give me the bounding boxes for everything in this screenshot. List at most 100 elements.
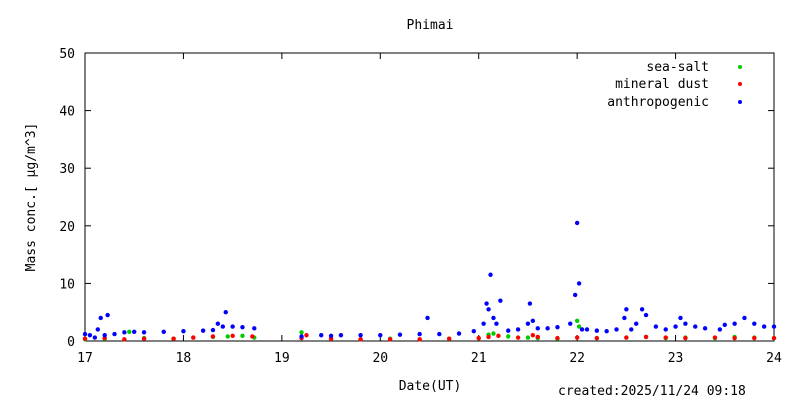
anthropogenic-point <box>722 322 727 328</box>
mineral-dust-point <box>82 336 88 341</box>
mineral-dust-point <box>122 337 127 342</box>
anthropogenic-point <box>752 321 757 326</box>
anthropogenic-point <box>491 315 496 321</box>
y-axis: 0 10 20 30 40 50 <box>59 47 774 350</box>
mineral-dust-point <box>594 335 600 341</box>
x-tick-label: 18 <box>176 351 192 366</box>
anthropogenic-point <box>378 333 383 338</box>
anthropogenic-point <box>220 324 225 329</box>
mineral-dust-point <box>574 335 580 340</box>
mineral-dust-point <box>752 335 757 341</box>
anthropogenic-point <box>87 333 93 338</box>
mineral-dust-point <box>712 335 718 340</box>
anthropogenic-point <box>161 329 166 334</box>
sea-salt-point <box>127 329 132 334</box>
legend-marker-sea-salt <box>738 65 742 69</box>
x-tick-label: 19 <box>274 351 290 366</box>
anthropogenic-point <box>215 321 221 326</box>
anthropogenic-point <box>122 330 127 335</box>
anthropogenic-point <box>132 329 137 334</box>
x-tick-label: 22 <box>569 351 585 366</box>
anthropogenic-point <box>181 329 186 334</box>
created-timestamp: created:2025/11/24 09:18 <box>558 384 746 399</box>
anthropogenic-point <box>82 331 88 337</box>
anthropogenic-point <box>629 327 634 332</box>
anthropogenic-point <box>338 333 344 338</box>
mineral-dust-point <box>771 335 777 341</box>
mineral-dust-point <box>732 335 737 341</box>
anthropogenic-point <box>486 307 491 312</box>
anthropogenic-point <box>576 281 582 286</box>
mineral-dust-point <box>191 335 196 340</box>
mineral-dust-point <box>171 336 176 341</box>
sea-salt-point <box>240 333 245 339</box>
anthropogenic-point <box>425 315 430 321</box>
anthropogenic-point <box>624 307 629 312</box>
anthropogenic-point <box>252 326 257 331</box>
anthropogenic-point <box>771 324 777 329</box>
anthropogenic-point <box>498 298 503 303</box>
x-tick-label: 24 <box>766 351 782 366</box>
y-tick-label: 20 <box>59 220 75 235</box>
anthropogenic-point <box>622 315 627 321</box>
anthropogenic-point <box>527 301 533 306</box>
anthropogenic-point <box>98 315 103 321</box>
anthropogenic-point <box>471 329 476 334</box>
anthropogenic-point <box>555 324 560 330</box>
anthropogenic-point <box>210 327 216 333</box>
mineral-dust-point <box>663 335 668 340</box>
anthropogenic-point <box>437 331 442 337</box>
mineral-dust-point <box>535 334 540 340</box>
legend-marker-anthropogenic <box>738 100 742 104</box>
anthropogenic-point <box>494 321 499 326</box>
anthropogenic-point <box>545 326 550 331</box>
sea-salt-point <box>299 330 304 335</box>
sea-salt-point <box>225 334 230 339</box>
x-tick-label: 21 <box>471 351 487 366</box>
anthropogenic-point <box>481 321 486 326</box>
sea-salt-point <box>506 334 511 339</box>
mineral-dust-point <box>387 337 393 342</box>
x-tick-label: 17 <box>77 351 93 366</box>
sea-salt-point <box>525 335 531 340</box>
anthropogenic-point <box>488 272 493 277</box>
anthropogenic-point <box>112 331 117 337</box>
y-tick-label: 10 <box>59 277 75 292</box>
chart-title: Phimai <box>407 18 454 33</box>
plot-frame <box>84 52 775 342</box>
anthropogenic-point <box>663 327 668 332</box>
anthropogenic-point <box>761 324 767 329</box>
mineral-dust-point <box>555 335 560 341</box>
legend-label-anthropogenic: anthropogenic <box>607 95 709 110</box>
anthropogenic-point <box>643 312 649 318</box>
anthropogenic-point <box>579 327 585 332</box>
mineral-dust-point <box>496 333 501 339</box>
mineral-dust-point <box>683 335 688 341</box>
legend-label-mineral-dust: mineral dust <box>615 77 709 92</box>
y-tick-label: 0 <box>67 335 75 350</box>
mineral-dust-point <box>250 334 255 339</box>
anthropogenic-point <box>95 327 100 332</box>
anthropogenic-point <box>678 315 683 321</box>
anthropogenic-point <box>584 327 590 332</box>
mineral-dust-point <box>141 336 147 341</box>
mineral-dust-point <box>643 334 649 340</box>
mineral-dust-point <box>210 334 216 339</box>
anthropogenic-point <box>693 324 698 329</box>
anthropogenic-point <box>535 326 540 331</box>
anthropogenic-point <box>525 321 531 326</box>
mineral-dust-point <box>486 334 491 340</box>
anthropogenic-point <box>742 315 747 321</box>
legend-label-sea-salt: sea-salt <box>646 60 709 75</box>
x-axis-label: Date(UT) <box>399 379 462 394</box>
anthropogenic-point <box>732 321 737 326</box>
mineral-dust-point <box>624 335 629 340</box>
anthropogenic-point <box>673 324 678 329</box>
x-axis: 17 18 19 20 21 22 23 24 <box>77 53 782 366</box>
sea-salt-point <box>574 318 580 324</box>
mineral-dust-point <box>476 335 481 341</box>
anthropogenic-point <box>102 333 107 338</box>
mineral-dust-point <box>515 335 521 340</box>
anthropogenic-point <box>456 331 462 336</box>
